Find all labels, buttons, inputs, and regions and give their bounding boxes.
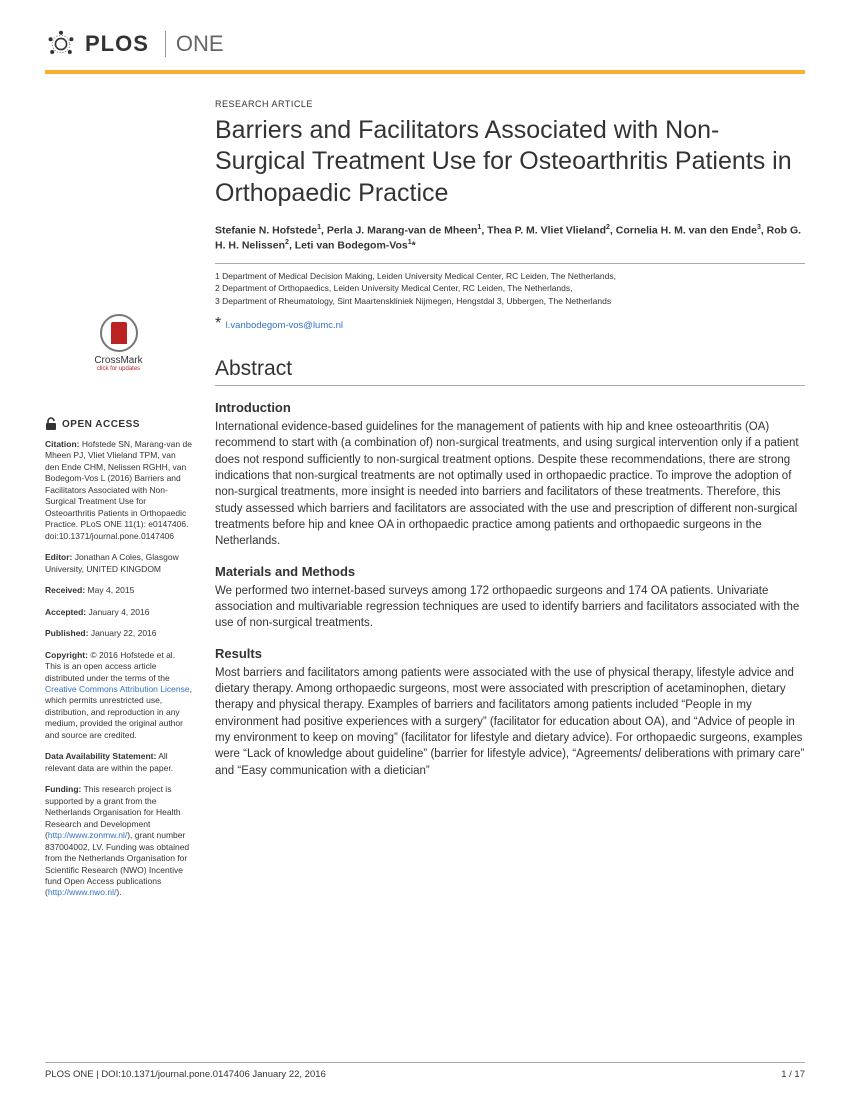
- funding-link-1[interactable]: http://www.zonmw.nl/: [48, 830, 127, 840]
- accepted-block: Accepted: January 4, 2016: [45, 607, 192, 618]
- divider: [215, 263, 805, 264]
- copyright-block: Copyright: © 2016 Hofstede et al. This i…: [45, 650, 192, 742]
- open-access-row: OPEN ACCESS: [45, 417, 192, 431]
- open-access-label: OPEN ACCESS: [62, 419, 140, 430]
- abstract-heading: Abstract: [215, 357, 805, 381]
- footer-left: PLOS ONE | DOI:10.1371/journal.pone.0147…: [45, 1069, 326, 1080]
- methods-heading: Materials and Methods: [215, 564, 805, 579]
- journal-header: PLOS ONE: [0, 0, 850, 70]
- intro-heading: Introduction: [215, 400, 805, 415]
- article-title: Barriers and Facilitators Associated wit…: [215, 115, 805, 209]
- cc-license-link[interactable]: Creative Commons Attribution License: [45, 684, 190, 694]
- plos-logo: PLOS ONE: [45, 28, 224, 60]
- sidebar: CrossMark click for updates OPEN ACCESS …: [45, 99, 210, 909]
- corresponding-email[interactable]: * l.vanbodegom-vos@lumc.nl: [215, 315, 805, 333]
- lock-open-icon: [45, 417, 57, 431]
- authors: Stefanie N. Hofstede1, Perla J. Marang-v…: [215, 223, 805, 253]
- page-footer: PLOS ONE | DOI:10.1371/journal.pone.0147…: [45, 1062, 805, 1080]
- crossmark-sub: click for updates: [45, 366, 192, 372]
- divider: [215, 385, 805, 386]
- affiliations: 1 Department of Medical Decision Making,…: [215, 270, 805, 307]
- funding-block: Funding: This research project is suppor…: [45, 784, 192, 899]
- crossmark-badge[interactable]: CrossMark click for updates: [45, 314, 192, 372]
- journal-name: PLOS: [85, 31, 149, 57]
- results-body: Most barriers and facilitators among pat…: [215, 665, 805, 779]
- data-availability-block: Data Availability Statement: All relevan…: [45, 751, 192, 774]
- citation-block: Citation: Hofstede SN, Marang-van de Mhe…: [45, 439, 192, 542]
- methods-body: We performed two internet-based surveys …: [215, 583, 805, 632]
- published-block: Published: January 22, 2016: [45, 628, 192, 639]
- plos-icon: [45, 28, 77, 60]
- footer-right: 1 / 17: [781, 1069, 805, 1080]
- funding-link-2[interactable]: http://www.nwo.nl/: [48, 887, 117, 897]
- affiliation-2: 2 Department of Orthopaedics, Leiden Uni…: [215, 282, 805, 294]
- crossmark-label: CrossMark: [45, 355, 192, 366]
- editor-block: Editor: Jonathan A Coles, Glasgow Univer…: [45, 552, 192, 575]
- affiliation-3: 3 Department of Rheumatology, Sint Maart…: [215, 295, 805, 307]
- received-block: Received: May 4, 2015: [45, 585, 192, 596]
- intro-body: International evidence-based guidelines …: [215, 419, 805, 550]
- results-heading: Results: [215, 646, 805, 661]
- main-content: RESEARCH ARTICLE Barriers and Facilitato…: [210, 99, 805, 909]
- journal-sub: ONE: [165, 31, 224, 57]
- article-type: RESEARCH ARTICLE: [215, 99, 805, 109]
- affiliation-1: 1 Department of Medical Decision Making,…: [215, 270, 805, 282]
